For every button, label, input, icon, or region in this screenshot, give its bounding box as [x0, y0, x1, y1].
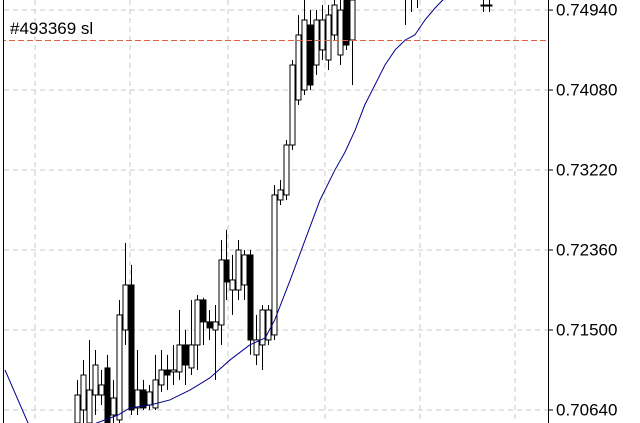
candle-body: [98, 384, 105, 396]
candle-body: [140, 389, 147, 409]
candle-body: [319, 19, 326, 51]
candle-body: [307, 24, 314, 86]
candle-body: [343, 0, 350, 46]
candle-body: [253, 339, 260, 356]
candle-body: [289, 64, 296, 146]
candle-body: [265, 309, 272, 341]
candle-body: [110, 397, 117, 416]
order-label: #493369 sl: [10, 19, 93, 38]
candle-body: [200, 299, 207, 323]
candle-body: [80, 374, 87, 411]
candle-body: [331, 4, 338, 36]
candle-body: [313, 19, 320, 66]
candle-body: [74, 394, 81, 423]
candle-body: [337, 9, 344, 56]
candle-body: [229, 279, 236, 291]
candle-body: [277, 189, 284, 201]
candle-body: [128, 284, 135, 411]
candle-body: [122, 284, 129, 331]
candle-body: [104, 367, 111, 423]
candle-body: [92, 364, 99, 396]
candle-body: [212, 321, 219, 331]
candle-body: [158, 369, 165, 386]
candle-body: [206, 321, 213, 329]
candle-body: [134, 389, 141, 409]
candle-body: [194, 299, 201, 346]
candle-body: [86, 389, 93, 423]
plot-area: [3, 0, 548, 423]
price-axis: 0.74940 0.74080 0.73220 0.72360 0.71500 0.706…: [548, 1, 617, 419]
candle-body: [295, 34, 302, 101]
candle-body: [146, 391, 153, 406]
candle-body: [170, 369, 177, 373]
candle-body: [176, 344, 183, 373]
y-tick-label: 0.72360: [556, 240, 617, 259]
candle-body: [241, 254, 248, 286]
y-tick-label: 0.74080: [556, 81, 617, 100]
candle-body: [235, 249, 242, 291]
grid: [4, 9, 548, 411]
y-tick-label: 0.74940: [556, 1, 617, 20]
y-tick-label: 0.70640: [556, 400, 617, 419]
candle-body: [218, 259, 225, 326]
candle-body: [223, 259, 230, 283]
candle-body: [116, 314, 123, 421]
candle-body: [480, 4, 487, 7]
candle-body: [182, 344, 189, 366]
candle-body: [152, 379, 159, 409]
y-tick-label: 0.71500: [556, 320, 617, 339]
candle-body: [247, 254, 254, 341]
candle-body: [486, 4, 493, 7]
moving-average: [4, 0, 444, 423]
candle-body: [188, 344, 195, 369]
candle-body: [349, 0, 356, 41]
y-tick-label: 0.73220: [556, 161, 617, 180]
candle-body: [301, 19, 308, 91]
candle-body: [271, 194, 278, 336]
candle-body: [283, 144, 290, 196]
candle-body: [259, 309, 266, 346]
candle-body: [325, 14, 332, 61]
candle-body: [164, 369, 171, 376]
